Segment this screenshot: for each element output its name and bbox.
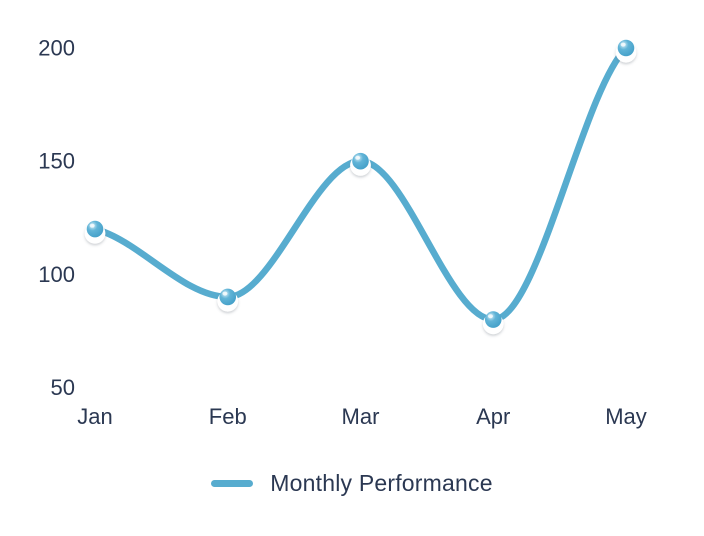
data-point-marker bbox=[482, 311, 504, 335]
legend: Monthly Performance bbox=[0, 466, 704, 500]
legend-label: Monthly Performance bbox=[270, 469, 493, 496]
x-axis-label: Mar bbox=[342, 404, 380, 429]
data-point-marker bbox=[84, 220, 106, 244]
y-tick-label: 100 bbox=[38, 262, 75, 287]
legend-line-swatch bbox=[211, 479, 254, 487]
y-tick-label: 50 bbox=[51, 375, 75, 400]
x-axis-label: Apr bbox=[476, 404, 510, 429]
data-point-marker bbox=[350, 152, 371, 176]
y-tick-label: 200 bbox=[38, 36, 75, 61]
data-point-marker bbox=[615, 39, 637, 63]
x-axis-label: Feb bbox=[209, 404, 247, 429]
data-point-marker bbox=[217, 288, 239, 312]
x-axis-label: May bbox=[605, 404, 647, 429]
y-tick-label: 150 bbox=[38, 149, 75, 174]
x-axis-label: Jan bbox=[77, 404, 112, 429]
series-line bbox=[91, 44, 630, 323]
